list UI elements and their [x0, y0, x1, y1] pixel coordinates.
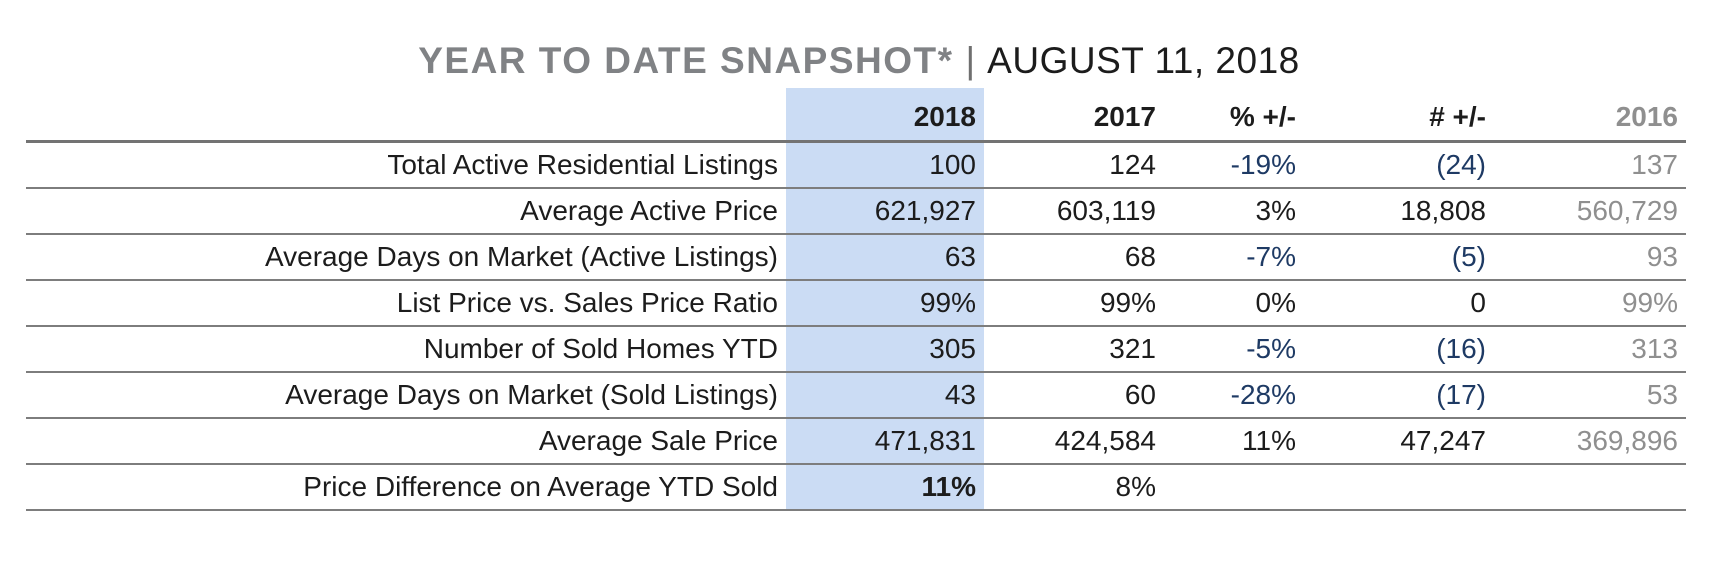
cell-y2017: 424,584	[984, 418, 1164, 465]
cell-y2018: 621,927	[786, 188, 984, 235]
cell-y2016	[1494, 464, 1686, 511]
cell-num: (5)	[1304, 234, 1494, 281]
cell-num: 47,247	[1304, 418, 1494, 465]
row-label: Average Sale Price	[26, 418, 786, 465]
row-label: Average Days on Market (Active Listings)	[26, 234, 786, 281]
table-row: Price Difference on Average YTD Sold 11% 8…	[26, 464, 1686, 511]
title-primary: YEAR TO DATE SNAPSHOT*	[418, 40, 954, 81]
table-row: Average Active Price 621,927 603,119 3% 18,8…	[26, 188, 1686, 235]
cell-y2017: 321	[984, 326, 1164, 373]
cell-y2016: 137	[1494, 141, 1686, 189]
cell-y2018: 305	[786, 326, 984, 373]
cell-y2017: 68	[984, 234, 1164, 281]
cell-num: (17)	[1304, 372, 1494, 419]
table-body: Total Active Residential Listings 100 124-…	[26, 141, 1686, 511]
cell-y2018: 63	[786, 234, 984, 281]
cell-y2016: 99%	[1494, 280, 1686, 327]
cell-num	[1304, 464, 1494, 511]
cell-pct: 11%	[1164, 418, 1304, 465]
page-title: YEAR TO DATE SNAPSHOT* | AUGUST 11, 2018	[0, 40, 1718, 82]
cell-num: (24)	[1304, 141, 1494, 189]
ytd-snapshot-report: YEAR TO DATE SNAPSHOT* | AUGUST 11, 2018 2…	[0, 40, 1718, 511]
row-label: Average Active Price	[26, 188, 786, 235]
column-header-y2016: 2016	[1494, 88, 1686, 143]
cell-y2017: 8%	[984, 464, 1164, 511]
table-row: Number of Sold Homes YTD 305 321 -5% (16) 313	[26, 326, 1686, 373]
cell-y2018: 11%	[786, 464, 984, 511]
header-row: 2018 2017% +/- # +/- 2016	[26, 88, 1686, 143]
cell-y2017: 60	[984, 372, 1164, 419]
cell-pct	[1164, 464, 1304, 511]
cell-pct: -7%	[1164, 234, 1304, 281]
table-row: Average Sale Price 471,831 424,584 11% 47,24…	[26, 418, 1686, 465]
cell-y2016: 369,896	[1494, 418, 1686, 465]
cell-y2018: 99%	[786, 280, 984, 327]
cell-pct: 3%	[1164, 188, 1304, 235]
table-row: Total Active Residential Listings 100 124-…	[26, 141, 1686, 189]
cell-pct: -19%	[1164, 141, 1304, 189]
column-header-pct: % +/-	[1164, 88, 1304, 143]
cell-y2018: 43	[786, 372, 984, 419]
cell-y2016: 313	[1494, 326, 1686, 373]
column-header-blank	[26, 88, 786, 143]
cell-y2017: 603,119	[984, 188, 1164, 235]
row-label: List Price vs. Sales Price Ratio	[26, 280, 786, 327]
table-row: Average Days on Market (Active Listings)…	[26, 234, 1686, 281]
cell-y2016: 560,729	[1494, 188, 1686, 235]
cell-y2017: 124	[984, 141, 1164, 189]
row-label: Average Days on Market (Sold Listings)	[26, 372, 786, 419]
cell-pct: -5%	[1164, 326, 1304, 373]
column-header-y2018: 2018	[786, 88, 984, 143]
column-header-y2017: 2017	[984, 88, 1164, 143]
cell-pct: 0%	[1164, 280, 1304, 327]
table-row: Average Days on Market (Sold Listings) 43…	[26, 372, 1686, 419]
cell-num: 0	[1304, 280, 1494, 327]
table-row: List Price vs. Sales Price Ratio 99% 99% 0%…	[26, 280, 1686, 327]
cell-num: 18,808	[1304, 188, 1494, 235]
title-secondary: AUGUST 11, 2018	[987, 40, 1300, 81]
title-separator: |	[965, 40, 976, 81]
cell-pct: -28%	[1164, 372, 1304, 419]
cell-y2018: 100	[786, 141, 984, 189]
row-label: Number of Sold Homes YTD	[26, 326, 786, 373]
cell-y2016: 53	[1494, 372, 1686, 419]
cell-y2018: 471,831	[786, 418, 984, 465]
ytd-snapshot-table: 2018 2017% +/- # +/- 2016 Total Active Resi…	[26, 88, 1686, 511]
cell-y2017: 99%	[984, 280, 1164, 327]
row-label: Price Difference on Average YTD Sold	[26, 464, 786, 511]
cell-num: (16)	[1304, 326, 1494, 373]
cell-y2016: 93	[1494, 234, 1686, 281]
column-header-num: # +/-	[1304, 88, 1494, 143]
row-label: Total Active Residential Listings	[26, 141, 786, 189]
